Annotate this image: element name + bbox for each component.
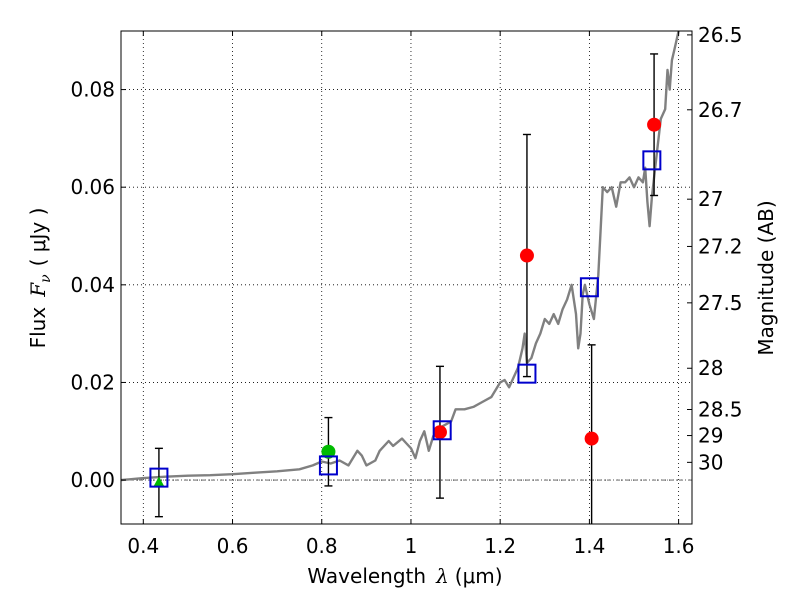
right-tick-label: 27.2 xyxy=(698,234,743,258)
bandpass-layer xyxy=(149,150,662,488)
right-tick-label: 27.5 xyxy=(698,291,743,315)
y-axis-title: FluxFν( μJy ) xyxy=(26,208,54,349)
plot-frame xyxy=(120,30,693,525)
model-band-flux-square xyxy=(579,277,599,298)
observed-point xyxy=(152,476,165,488)
x-tick-label: 0.6 xyxy=(217,534,249,558)
right-tick-label: 26.5 xyxy=(698,23,743,47)
y-tick-label: 0.08 xyxy=(70,78,115,102)
x-axis-title: Wavelength λ (μm) xyxy=(307,564,502,588)
y-tick-label: 0.00 xyxy=(70,468,115,492)
model-band-flux-square xyxy=(642,150,662,171)
observed-point xyxy=(519,248,534,263)
x-tick-label: 0.4 xyxy=(127,534,159,558)
observed-point xyxy=(432,425,447,440)
observed-point xyxy=(584,431,599,446)
y-tick-label: 0.02 xyxy=(70,370,115,394)
tick-marks xyxy=(121,31,692,524)
observed-point xyxy=(647,117,662,132)
model-spectrum-layer xyxy=(120,30,680,482)
right-tick-label: 30 xyxy=(698,450,723,474)
right-tick-label: 26.7 xyxy=(698,98,743,122)
y-tick-label: 0.06 xyxy=(70,175,115,199)
y-tick-label: 0.04 xyxy=(70,273,115,297)
x-tick-label: 1.2 xyxy=(484,534,516,558)
model-band-flux-square xyxy=(318,455,338,476)
right-tick-label: 29 xyxy=(698,424,723,448)
model-spectrum-line xyxy=(120,30,680,482)
right-tick-label: 27 xyxy=(698,187,723,211)
model-band-flux-square xyxy=(149,467,169,488)
observed-point xyxy=(321,444,336,459)
x-tick-label: 0.8 xyxy=(306,534,338,558)
right-axis-title: Magnitude (AB) xyxy=(754,200,778,355)
model-band-flux-square xyxy=(432,420,452,441)
tick-labels: 0.4 0.6 0.8 1 1.2 1.4 1.6 0.00 0.02 0.04 0.06 0.08 2… xyxy=(70,23,742,558)
right-tick-label: 28 xyxy=(698,356,723,380)
model-band-flux-square xyxy=(517,363,537,384)
x-tick-label: 1 xyxy=(405,534,418,558)
x-tick-label: 1.6 xyxy=(663,534,695,558)
marker-layer xyxy=(152,117,662,488)
right-tick-label: 28.5 xyxy=(698,398,743,422)
x-tick-label: 1.4 xyxy=(573,534,605,558)
